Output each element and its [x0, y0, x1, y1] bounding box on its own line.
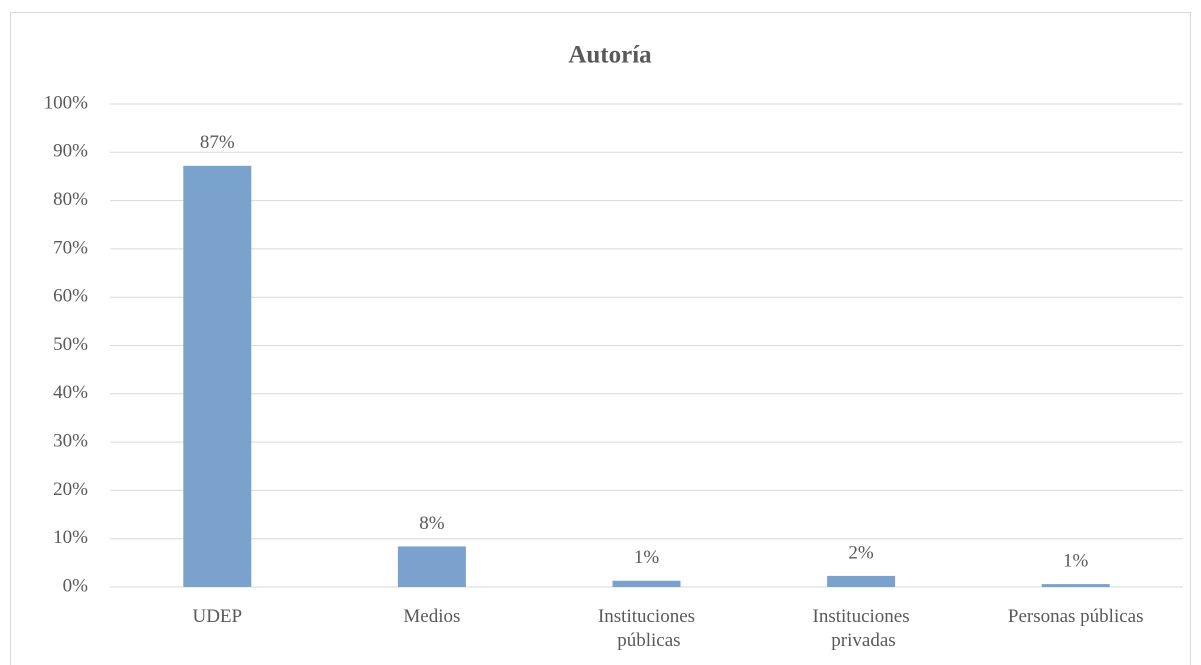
x-tick-label: Personas públicas [1008, 606, 1144, 627]
x-tick-label: Instituciones públicas [598, 606, 695, 651]
data-label: 1% [634, 547, 660, 568]
x-tick-label: UDEP [192, 606, 242, 627]
bar [1041, 584, 1110, 587]
data-label: 8% [419, 513, 445, 534]
y-tick-label: 90% [53, 141, 88, 162]
data-label: 87% [200, 132, 235, 153]
y-tick-label: 30% [53, 430, 88, 451]
y-tick-label: 40% [53, 382, 88, 403]
y-tick-label: 80% [53, 189, 88, 210]
data-label: 2% [848, 542, 874, 563]
y-tick-label: 60% [53, 286, 88, 307]
x-tick-label: Instituciones privadas [813, 606, 910, 651]
y-tick-label: 10% [53, 527, 88, 548]
data-label: 1% [1063, 550, 1089, 571]
y-tick-label: 50% [53, 334, 88, 355]
x-tick-label: Medios [403, 606, 460, 627]
bar [612, 580, 681, 587]
bar [827, 575, 896, 587]
y-tick-label: 70% [53, 237, 88, 258]
bar [397, 546, 466, 587]
y-tick-label: 20% [53, 479, 88, 500]
y-tick-label: 100% [44, 92, 89, 113]
bar [183, 165, 252, 587]
chart-title: Autoría [568, 42, 652, 69]
y-tick-label: 0% [63, 575, 89, 596]
